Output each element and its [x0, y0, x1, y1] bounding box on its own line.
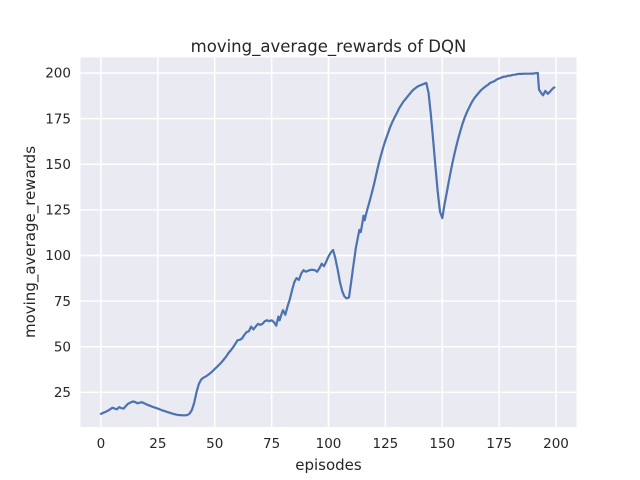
chart-title: moving_average_rewards of DQN [190, 37, 467, 56]
y-tick-label: 25 [54, 385, 71, 401]
y-tick-label: 125 [45, 203, 71, 219]
x-tick-label: 100 [316, 436, 342, 452]
x-tick-label: 150 [429, 436, 455, 452]
x-axis-label: episodes [295, 456, 362, 474]
x-tick-label: 75 [263, 436, 280, 452]
y-tick-label: 175 [45, 111, 71, 127]
x-tick-label: 25 [149, 436, 166, 452]
y-tick-label: 50 [54, 339, 71, 355]
x-tick-label: 175 [486, 436, 512, 452]
y-axis-label: moving_average_rewards [21, 145, 39, 339]
x-tick-label: 50 [206, 436, 223, 452]
y-tick-label: 100 [45, 248, 71, 264]
x-tick-label: 0 [97, 436, 106, 452]
y-tick-label: 200 [45, 66, 71, 82]
x-tick-label: 200 [543, 436, 569, 452]
x-tick-label: 125 [372, 436, 398, 452]
reward-line [99, 71, 556, 417]
y-tick-label: 75 [54, 294, 71, 310]
y-tick-label: 150 [45, 157, 71, 173]
